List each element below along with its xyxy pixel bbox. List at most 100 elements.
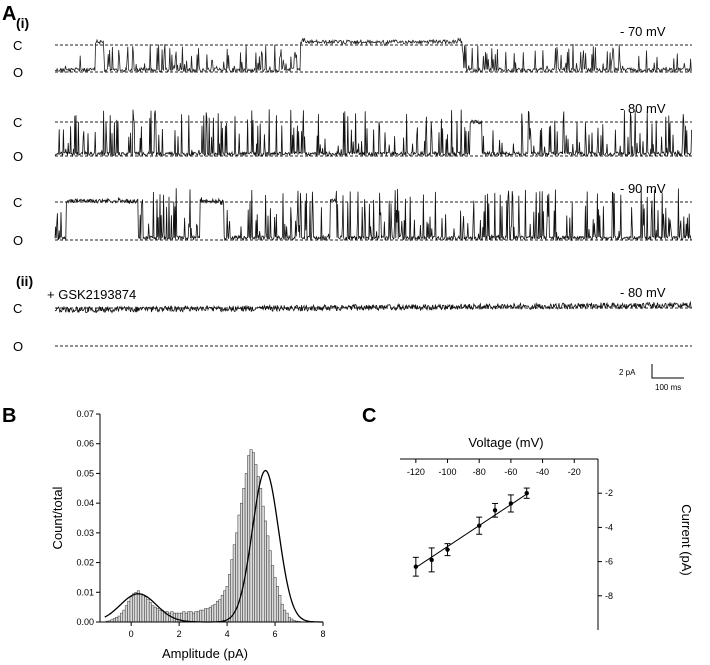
histogram-x-tick-label: 4 bbox=[225, 629, 230, 639]
trace-1-open-label: O bbox=[13, 65, 23, 80]
histogram-y-tick-label: 0.04 bbox=[76, 498, 94, 508]
histogram-bar bbox=[213, 603, 217, 623]
iv-data-point bbox=[524, 491, 529, 496]
trace-3-voltage: - 90 mV bbox=[620, 181, 666, 196]
panel-label-a-ii: (ii) bbox=[16, 273, 33, 289]
histogram-bar bbox=[261, 505, 265, 623]
histogram-y-tick-label: 0.02 bbox=[76, 558, 94, 568]
scale-bar bbox=[651, 364, 684, 379]
panel-label-c: C bbox=[362, 405, 376, 427]
iv-y-ticks: -2 -4 -6 -8 bbox=[598, 488, 613, 601]
trace-2-voltage: - 80 mV bbox=[620, 101, 666, 116]
trace-2-closed-label: C bbox=[13, 115, 22, 130]
histogram-bar bbox=[223, 590, 227, 623]
iv-data-point bbox=[508, 501, 514, 506]
histogram-bar bbox=[192, 612, 195, 623]
histogram-bar bbox=[252, 452, 255, 623]
histogram-bar bbox=[196, 611, 200, 623]
histogram-bar bbox=[144, 596, 148, 623]
iv-x-tick-label: -80 bbox=[473, 467, 486, 477]
histogram-bar bbox=[278, 595, 282, 623]
trace-1-closed-label: C bbox=[13, 38, 22, 53]
trace-4-drug-label: + GSK2193874 bbox=[47, 287, 136, 302]
histogram-bar bbox=[275, 586, 279, 623]
histogram-bar bbox=[211, 605, 215, 623]
histogram-bar bbox=[132, 593, 136, 623]
histogram-bar bbox=[201, 609, 205, 623]
histogram-bar bbox=[244, 473, 248, 623]
histogram-bar bbox=[240, 502, 243, 623]
iv-y-tick-label: -6 bbox=[605, 557, 613, 567]
histogram-bar bbox=[287, 617, 291, 623]
histogram-x-tick-label: 8 bbox=[320, 629, 325, 639]
iv-x-tick-label: -20 bbox=[568, 467, 581, 477]
histogram-bar bbox=[136, 590, 140, 623]
histogram-bar bbox=[204, 608, 207, 623]
iv-y-label: Current (pA) bbox=[679, 504, 694, 576]
histogram-bar bbox=[120, 612, 124, 623]
histogram-bar bbox=[117, 615, 121, 623]
histogram-bar bbox=[225, 586, 229, 623]
panel-label-a: A bbox=[2, 3, 16, 25]
histogram-bar bbox=[247, 455, 251, 623]
iv-data-point bbox=[413, 564, 419, 569]
iv-x-tick-label: -60 bbox=[504, 467, 517, 477]
histogram-y-tick-label: 0.06 bbox=[76, 439, 94, 449]
histogram-bar bbox=[254, 464, 258, 623]
histogram-bar bbox=[115, 616, 119, 623]
histogram-bar bbox=[273, 577, 277, 623]
histogram-y-ticks: 0.00 0.01 0.02 0.03 0.04 0.05 0.06 0.07 bbox=[76, 409, 100, 627]
histogram-bar bbox=[206, 608, 210, 623]
iv-data-point bbox=[429, 557, 434, 563]
histogram-y-tick-label: 0.03 bbox=[76, 528, 94, 538]
panel-label-a-i: (i) bbox=[16, 15, 29, 31]
scale-bar-current: 2 pA bbox=[619, 368, 636, 377]
iv-y-tick-label: -4 bbox=[605, 522, 613, 532]
iv-x-tick-label: -40 bbox=[536, 467, 549, 477]
histogram-bar bbox=[139, 593, 143, 623]
iv-data-point bbox=[492, 508, 498, 513]
iv-y-tick-label: -8 bbox=[605, 591, 613, 601]
histogram-x-tick-label: 0 bbox=[129, 629, 134, 639]
trace-4-voltage: - 80 mV bbox=[620, 285, 666, 300]
iv-x-tick-label: -120 bbox=[407, 467, 425, 477]
scale-bar-time: 100 ms bbox=[655, 383, 681, 392]
trace-1-voltage: - 70 mV bbox=[620, 24, 666, 39]
histogram-bar bbox=[124, 605, 128, 623]
histogram-x-label: Amplitude (pA) bbox=[162, 646, 248, 661]
trace-1-signal bbox=[54, 37, 692, 74]
histogram-bar bbox=[122, 609, 126, 623]
histogram-y-tick-label: 0.00 bbox=[76, 617, 94, 627]
histogram-bar bbox=[228, 574, 231, 623]
histogram-x-tick-label: 6 bbox=[273, 629, 278, 639]
histogram-bar bbox=[129, 596, 133, 623]
iv-y-tick-label: -2 bbox=[605, 488, 613, 498]
histogram-bar bbox=[151, 605, 155, 623]
iv-x-tick-label: -100 bbox=[439, 467, 457, 477]
histogram-bar bbox=[187, 611, 191, 623]
histogram-bars bbox=[105, 449, 303, 623]
histogram-bar bbox=[127, 600, 131, 623]
histogram-bar bbox=[283, 609, 287, 623]
histogram-y-label: Count/total bbox=[50, 486, 65, 549]
iv-data-points bbox=[412, 487, 530, 577]
panel-label-b: B bbox=[2, 405, 16, 427]
histogram-bar bbox=[148, 602, 152, 623]
histogram-bar bbox=[141, 595, 145, 623]
histogram-bar bbox=[194, 611, 198, 623]
histogram-bar bbox=[218, 599, 222, 623]
histogram-chart: 0 2 4 6 8 0.00 0.01 0.02 0.03 0.04 0.05 0.06 0.07 A… bbox=[50, 409, 326, 661]
histogram-bar bbox=[266, 535, 270, 623]
histogram-bar bbox=[168, 612, 171, 623]
histogram-bar bbox=[199, 609, 203, 623]
histogram-bar bbox=[216, 600, 219, 623]
histogram-bar bbox=[208, 606, 212, 623]
trace-3-open-label: O bbox=[13, 233, 23, 248]
trace-4-open-label: O bbox=[13, 339, 23, 354]
trace-3-closed-label: C bbox=[13, 195, 22, 210]
histogram-y-tick-label: 0.01 bbox=[76, 587, 94, 597]
histogram-bar bbox=[158, 609, 162, 623]
histogram-bar bbox=[153, 606, 157, 623]
histogram-y-tick-label: 0.05 bbox=[76, 468, 94, 478]
